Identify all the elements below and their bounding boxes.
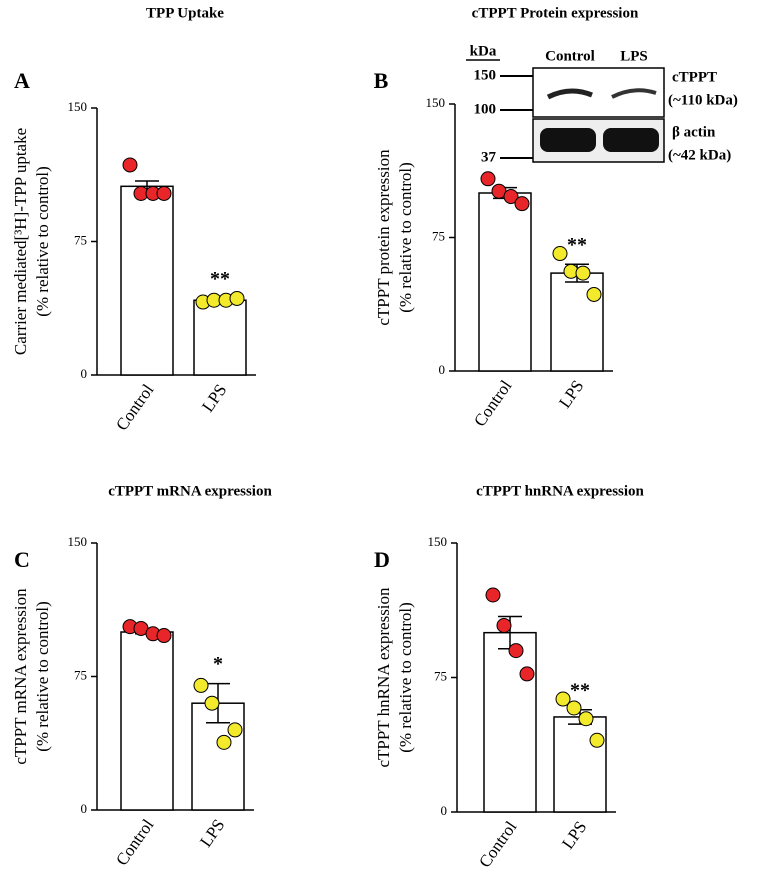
significance: ** — [570, 679, 590, 701]
y-axis-label: (% relative to control) — [33, 166, 52, 317]
marker-label: 100 — [474, 101, 497, 117]
y-tick-label: 75 — [432, 228, 445, 243]
y-axis-label: cTPPT protein expression — [374, 149, 393, 326]
data-point — [503, 189, 519, 205]
blot-band — [540, 128, 596, 152]
blot — [466, 59, 665, 163]
significance: ** — [567, 234, 587, 256]
data-point — [193, 677, 209, 693]
bar — [483, 631, 537, 813]
data-point — [508, 643, 524, 659]
y-axis-label: (% relative to control) — [396, 162, 415, 313]
band-name: cTPPT — [672, 69, 717, 85]
y-axis-label: (% relative to control) — [396, 602, 415, 753]
data-point — [555, 691, 571, 707]
bar — [120, 185, 174, 376]
x-tick-label: LPS — [198, 381, 230, 416]
x-tick-label: Control — [112, 815, 158, 869]
panel-title: cTPPT hnRNA expression — [476, 483, 644, 499]
x-tick-label: Control — [470, 376, 516, 430]
marker-label: 150 — [474, 67, 497, 83]
blot-band — [603, 128, 659, 152]
panel-title: TPP Uptake — [146, 5, 224, 21]
y-tick-label: 150 — [68, 534, 88, 549]
data-point — [578, 711, 594, 727]
y-tick-label: 75 — [74, 667, 87, 682]
y-tick-label: 0 — [439, 362, 446, 377]
x-tick-label: LPS — [555, 377, 587, 412]
y-tick-label: 0 — [441, 803, 448, 818]
y-axis-label: cTPPT hnRNA expression — [374, 587, 393, 768]
bar — [478, 192, 532, 372]
kda-label: kDa — [470, 43, 497, 59]
band-size: (~110 kDa) — [668, 92, 738, 108]
data-point — [496, 617, 512, 633]
bar — [193, 299, 247, 376]
data-point — [485, 587, 501, 603]
significance: * — [213, 653, 223, 675]
data-point — [589, 732, 605, 748]
data-point — [480, 171, 496, 187]
data-point — [519, 666, 535, 682]
lane-label: Control — [545, 48, 595, 64]
y-tick-label: 75 — [434, 668, 447, 683]
y-tick-label: 150 — [426, 95, 446, 110]
y-axis-label: (% relative to control) — [33, 601, 52, 752]
y-tick-label: 150 — [428, 534, 448, 549]
panel-letter: D — [374, 547, 390, 572]
panel-letter: B — [374, 68, 389, 93]
y-tick-label: 0 — [81, 801, 88, 816]
bar — [120, 631, 174, 811]
data-point — [122, 157, 138, 173]
data-point — [204, 695, 220, 711]
data-point — [227, 722, 243, 738]
lane-label: LPS — [620, 48, 648, 64]
data-point — [216, 734, 232, 750]
panel-letter: A — [14, 68, 30, 93]
data-point — [552, 246, 568, 262]
data-point — [586, 286, 602, 302]
y-tick-label: 75 — [74, 232, 87, 247]
y-tick-label: 0 — [81, 366, 88, 381]
data-point — [156, 185, 172, 201]
x-tick-label: LPS — [196, 816, 228, 851]
bar — [553, 716, 607, 813]
panel-title: cTPPT mRNA expression — [108, 483, 272, 499]
data-point — [575, 265, 591, 281]
y-axis-label: Carrier mediated[³H]-TPP uptake — [11, 128, 30, 355]
band-size: (~42 kDa) — [668, 147, 731, 163]
panel-letter: C — [14, 547, 30, 572]
x-tick-label: Control — [475, 817, 521, 871]
y-axis-label: cTPPT mRNA expression — [11, 588, 30, 765]
data-point — [566, 700, 582, 716]
panel-title: cTPPT Protein expression — [472, 5, 639, 21]
data-point — [229, 290, 245, 306]
data-point — [156, 628, 172, 644]
significance: ** — [210, 268, 230, 290]
marker-label: 37 — [481, 149, 497, 165]
data-point — [514, 196, 530, 212]
x-tick-label: LPS — [558, 818, 590, 853]
y-tick-label: 150 — [68, 99, 88, 114]
blot-band — [611, 88, 657, 99]
x-tick-label: Control — [112, 380, 158, 434]
band-name: β actin — [672, 124, 716, 140]
blot-band — [546, 88, 593, 100]
